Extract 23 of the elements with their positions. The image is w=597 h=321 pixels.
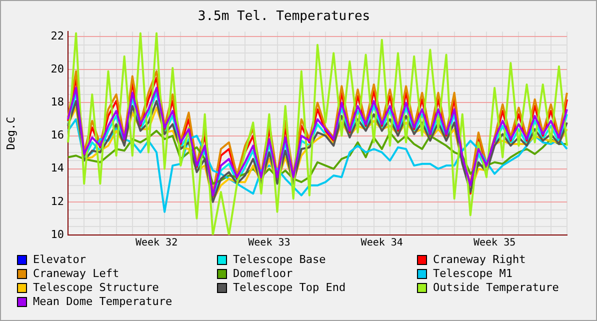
legend-label: Outside Temperature (433, 281, 559, 295)
x-tick-label: Week 32 (135, 238, 178, 249)
legend-label: Telescope Base (233, 253, 326, 267)
legend-label: Telescope Top End (233, 281, 346, 295)
legend-label: Elevator (33, 253, 86, 267)
x-tick-label: Week 33 (248, 238, 290, 249)
y-tick-label: 10 (50, 228, 64, 241)
legend-label: Domefloor (233, 267, 293, 281)
legend-label: Telescope M1 (433, 267, 512, 281)
y-tick-label: 14 (50, 162, 64, 175)
chart-title: 3.5m Tel. Temperatures (198, 9, 370, 24)
y-tick-label: 18 (50, 96, 64, 109)
legend-label: Telescope Structure (33, 281, 159, 295)
legend-label: Mean Dome Temperature (33, 295, 172, 309)
y-tick-label: 12 (50, 194, 64, 208)
y-axis-title: Deg.C (4, 116, 18, 150)
y-tick-label: 22 (50, 29, 64, 42)
legend-label: Craneway Right (433, 253, 526, 267)
y-tick-label: 20 (50, 62, 64, 76)
x-tick-label: Week 35 (473, 238, 516, 249)
x-tick-label: Week 34 (360, 238, 403, 249)
legend-label: Craneway Left (33, 267, 120, 281)
y-tick-label: 16 (50, 128, 64, 142)
